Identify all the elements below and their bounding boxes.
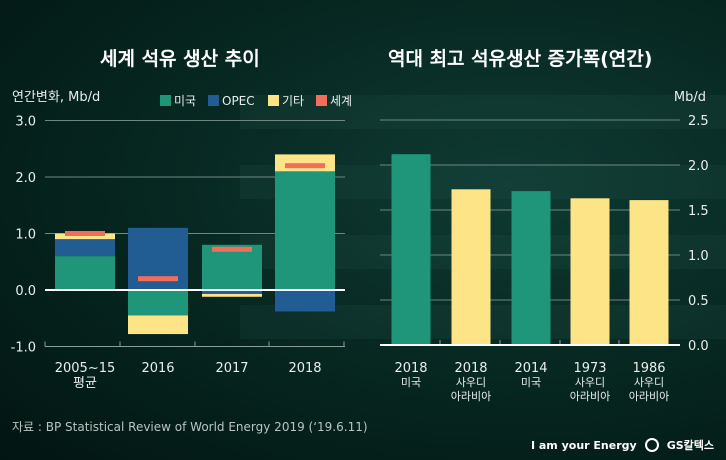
gs-logo-icon	[644, 438, 659, 452]
y-tick-label: 0.5	[688, 294, 709, 309]
x-tick-label: 2005~15	[55, 361, 116, 376]
bar	[451, 189, 491, 345]
brand: I am your Energy GS칼텍스	[531, 437, 714, 453]
right-chart-title: 역대 최고 석유생산 증가폭(연간)	[388, 48, 653, 70]
x-tick-label: 2018	[288, 361, 321, 376]
x-tick-label: 미국	[401, 376, 421, 389]
bar-segment-OPEC	[202, 290, 262, 294]
legend-label: OPEC	[222, 94, 255, 108]
slogan: I am your Energy	[530, 438, 637, 452]
legend-label: 기타	[282, 94, 304, 108]
y-tick-label: 1.0	[688, 249, 709, 264]
bar-segment-OPEC	[55, 239, 115, 257]
x-tick-label: 1986	[632, 361, 665, 376]
logo-text: GS칼텍스	[666, 439, 714, 452]
y-tick-label: 0.0	[688, 339, 709, 354]
x-tick-label: 사우디	[634, 376, 664, 389]
x-tick-label: 2017	[215, 361, 248, 376]
legend-label: 세계	[330, 94, 352, 108]
y-tick-label: -1.0	[11, 341, 36, 356]
legend-swatch	[208, 95, 219, 106]
y-tick-label: 1.5	[688, 204, 709, 219]
bar	[570, 198, 610, 345]
x-tick-label: 평균	[73, 376, 97, 391]
bar	[511, 191, 551, 345]
y-axis-label: Mb/d	[674, 90, 706, 105]
x-tick-label: 아라비아	[451, 390, 491, 403]
world-marker	[65, 231, 105, 236]
world-marker	[285, 163, 325, 169]
x-tick-label: 아라비아	[570, 390, 610, 403]
x-tick-label: 사우디	[575, 376, 605, 389]
y-tick-label: 0.0	[15, 284, 36, 299]
x-tick-label: 2018	[394, 361, 427, 376]
bar	[391, 154, 431, 345]
x-tick-label: 아라비아	[629, 390, 669, 403]
legend-label: 미국	[174, 94, 196, 108]
bar-segment-OPEC	[275, 290, 335, 312]
bar-segment-미국	[275, 171, 335, 290]
y-axis-label: 연간변화, Mb/d	[12, 90, 100, 105]
bar-segment-기타	[275, 154, 335, 172]
left-chart-title: 세계 석유 생산 추이	[100, 48, 260, 70]
x-tick-label: 2014	[514, 361, 547, 376]
legend-swatch	[268, 95, 279, 106]
y-tick-label: 2.5	[688, 114, 709, 129]
world-marker	[212, 246, 252, 252]
source-note: 자료 : BP Statistical Review of World Ener…	[12, 420, 368, 434]
x-tick-label: 미국	[521, 376, 541, 389]
x-tick-label: 2018	[454, 361, 487, 376]
x-tick-label: 사우디	[456, 376, 486, 389]
legend-swatch	[316, 95, 327, 106]
x-tick-label: 2016	[141, 361, 174, 376]
y-tick-label: 2.0	[15, 171, 36, 186]
bar-segment-미국	[128, 290, 188, 316]
legend-swatch	[160, 95, 171, 106]
y-tick-label: 3.0	[15, 115, 36, 130]
bar-segment-기타	[128, 315, 188, 335]
bar	[629, 200, 669, 345]
world-marker	[138, 276, 178, 282]
bar-segment-기타	[202, 293, 262, 297]
y-tick-label: 1.0	[15, 228, 36, 243]
bar-segment-기타	[55, 233, 115, 240]
y-tick-label: 2.0	[688, 159, 709, 174]
bar-segment-미국	[55, 256, 115, 290]
x-tick-label: 1973	[573, 361, 606, 376]
bar-segment-미국	[202, 244, 262, 290]
